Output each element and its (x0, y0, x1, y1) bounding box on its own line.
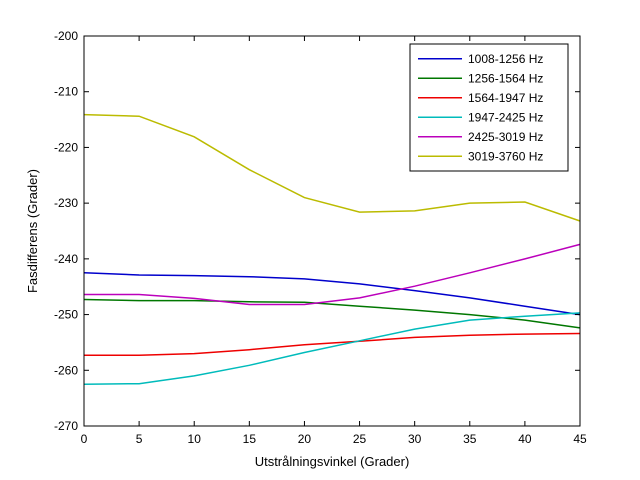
x-tick-label: 20 (298, 432, 312, 446)
y-tick-label: -210 (54, 85, 78, 99)
x-tick-label: 40 (518, 432, 532, 446)
y-axis-label: Fasdifferens (Grader) (25, 169, 40, 293)
legend-label: 2425-3019 Hz (468, 130, 543, 144)
axis-ticks: 0 5 10 15 20 25 30 35 40 45 -270 -260 -250 -240 -230 -2… (54, 29, 587, 446)
legend-label: 3019-3760 Hz (468, 149, 543, 163)
legend-box (409, 43, 569, 172)
legend-label: 1947-2425 Hz (468, 110, 543, 124)
y-tick-label: -260 (54, 363, 78, 377)
x-tick-label: 35 (463, 432, 477, 446)
x-tick-label: 10 (188, 432, 202, 446)
x-tick-label: 15 (243, 432, 257, 446)
x-tick-label: 45 (573, 432, 587, 446)
y-tick-label: -200 (54, 29, 78, 43)
y-tick-label: -220 (54, 140, 78, 154)
legend-label: 1564-1947 Hz (468, 91, 543, 105)
y-tick-label: -240 (54, 252, 78, 266)
series-line-2 (83, 298, 581, 329)
series-line-6 (83, 113, 581, 222)
x-tick-label: 30 (408, 432, 422, 446)
legend-label: 1008-1256 Hz (468, 52, 543, 66)
x-tick-label: 0 (81, 432, 88, 446)
y-tick-label: -250 (54, 308, 78, 322)
x-axis-label: Utstrålningsvinkel (Grader) (255, 454, 410, 469)
plot-frame (83, 35, 581, 427)
series-line-1 (83, 272, 581, 316)
y-tick-label: -270 (54, 419, 78, 433)
legend-label: 1256-1564 Hz (468, 71, 543, 85)
series-line-5 (84, 243, 581, 306)
legend: 1008-1256 Hz 1256-1564 Hz 1564-1947 Hz 1947… (409, 43, 569, 172)
y-tick-label: -230 (54, 196, 78, 210)
series-line-3 (84, 332, 581, 356)
series-line-4 (83, 312, 581, 385)
series-lines (83, 113, 581, 385)
x-tick-label: 5 (136, 432, 143, 446)
x-tick-label: 25 (353, 432, 367, 446)
